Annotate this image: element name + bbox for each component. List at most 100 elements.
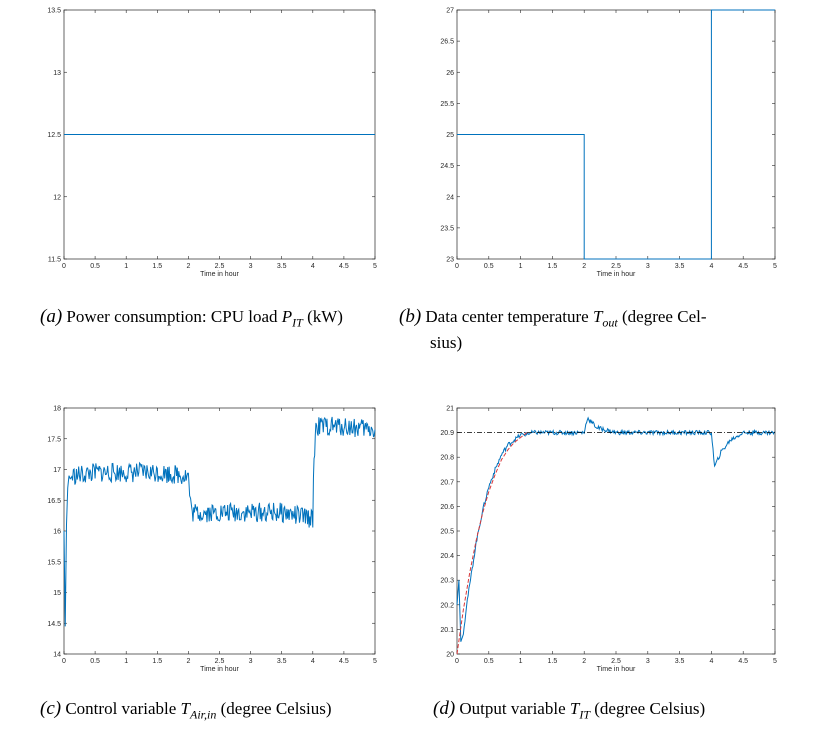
caption-b-tail: (degree Cel- [617,307,707,326]
caption-b-symbol: T [592,307,603,326]
x-tick-label: 3.5 [675,263,685,270]
y-tick-label: 23.5 [440,225,454,232]
y-tick-label: 14 [53,652,61,659]
caption-d: (d) Output variable TIT (degree Celsius) [433,696,705,727]
x-tick-label: 0.5 [90,263,100,270]
y-tick-label: 24.5 [440,163,454,170]
caption-a: (a) Power consumption: CPU load PIT (kW) [40,304,343,335]
chart-panel-a: 0 0.5 1 1.5 2 2.5 3 3.5 4 4.5 511.51212.51313.5Tim… [47,8,377,279]
x-tick-label: 5 [373,263,377,270]
x-tick-label: 1.5 [152,658,162,665]
caption-d-text: Output variable [459,699,570,718]
x-tick-label: 3 [249,658,253,665]
y-tick-label: 20.6 [440,504,454,511]
y-tick-label: 26 [446,70,454,77]
x-tick-label: 5 [373,658,377,665]
x-tick-label: 2 [582,263,586,270]
x-tick-label: 3.5 [277,263,287,270]
y-tick-label: 18 [53,406,61,413]
x-tick-label: 0 [455,658,459,665]
x-tick-label: 3 [249,263,253,270]
x-tick-label: 1.5 [548,658,558,665]
y-tick-label: 24 [446,194,454,201]
x-tick-label: 1 [124,263,128,270]
series-line-c-0 [63,416,376,627]
y-tick-label: 16 [53,529,61,536]
caption-b-letter: (b) [399,306,422,327]
series-line-b-0 [457,9,775,260]
x-tick-label: 0.5 [484,263,494,270]
x-tick-label: 1.5 [548,263,558,270]
chart-panel-b: 0 0.5 1 1.5 2 2.5 3 3.5 4 4.5 5 23 23.5 24 24.5 25 25.5 2… [440,8,777,279]
y-tick-label: 26.5 [440,39,454,46]
x-tick-label: 1 [519,263,523,270]
caption-d-symbol: T [569,699,580,718]
caption-c-symbol: T [180,699,191,718]
x-axis-label: Time in hour [597,666,636,673]
caption-a-letter: (a) [40,306,63,327]
x-tick-label: 3 [646,658,650,665]
x-tick-label: 0 [62,263,66,270]
y-tick-label: 21 [446,406,454,413]
x-tick-label: 0 [455,263,459,270]
y-tick-label: 25.5 [440,101,454,108]
caption-d-letter: (d) [433,698,456,719]
y-tick-label: 20.9 [440,430,454,437]
x-tick-label: 0 [62,658,66,665]
caption-c-text: Control variable [65,699,181,718]
y-tick-label: 15 [53,590,61,597]
caption-a-tail: (kW) [302,307,343,326]
y-tick-label: 13 [53,70,61,77]
x-tick-label: 3.5 [277,658,287,665]
x-tick-label: 3.5 [675,658,685,665]
y-tick-label: 12 [53,194,61,201]
y-tick-label: 20.1 [440,627,454,634]
caption-c-sub: Air,in [190,707,217,722]
x-axis-label: Time in hour [200,666,239,673]
x-tick-label: 4.5 [339,658,349,665]
y-tick-label: 11.5 [48,257,61,264]
y-tick-label: 20.4 [440,553,454,560]
x-tick-label: 1.5 [152,263,162,270]
y-tick-label: 20.2 [440,602,454,609]
x-tick-label: 2.5 [215,263,225,270]
x-axis-label: Time in hour [597,271,636,278]
y-tick-label: 16.5 [47,498,61,505]
caption-b-line2-text: sius) [430,333,463,352]
x-tick-label: 3 [646,263,650,270]
x-tick-label: 2.5 [215,658,225,665]
caption-d-sub: IT [579,707,591,722]
caption-c-tail: (degree Celsius) [216,699,332,718]
y-tick-label: 25 [446,132,454,139]
x-tick-label: 2.5 [611,658,621,665]
caption-b-sub: out [602,315,618,330]
x-tick-label: 4 [311,658,315,665]
chart-panel-d: 0 0.5 1 1.5 2 2.5 3 3.5 4 4.5 5 20 20.1 20.2 20.3 20.4 2… [440,406,777,674]
x-tick-label: 1 [519,658,523,665]
x-tick-label: 5 [773,658,777,665]
caption-b-text: Data center temperature [425,307,593,326]
x-tick-label: 2.5 [611,263,621,270]
y-tick-label: 20.5 [440,529,454,536]
x-tick-label: 2 [582,658,586,665]
chart-panel-c: 0 0.5 1 1.5 2 2.5 3 3.5 4 4.5 5 14 14.5 15 15.5 16 16.5 1… [47,406,377,674]
x-tick-label: 0.5 [90,658,100,665]
x-tick-label: 1 [124,658,128,665]
x-tick-label: 4 [311,263,315,270]
y-tick-label: 14.5 [47,621,61,628]
y-tick-label: 13.5 [47,8,61,15]
y-tick-label: 17 [53,467,61,474]
caption-b: (b) Data center temperature Tout (degree… [399,304,707,335]
caption-a-sub: IT [292,315,303,330]
x-tick-label: 4.5 [738,658,748,665]
plot-area-c [63,407,376,655]
caption-a-symbol: P [281,307,293,326]
x-tick-label: 5 [773,263,777,270]
x-tick-label: 2 [186,658,190,665]
y-tick-label: 20.7 [440,479,454,486]
x-tick-label: 4 [709,263,713,270]
caption-c-letter: (c) [40,698,62,719]
x-tick-label: 4.5 [339,263,349,270]
series-line-d-0 [456,416,776,642]
y-tick-label: 15.5 [47,559,61,566]
